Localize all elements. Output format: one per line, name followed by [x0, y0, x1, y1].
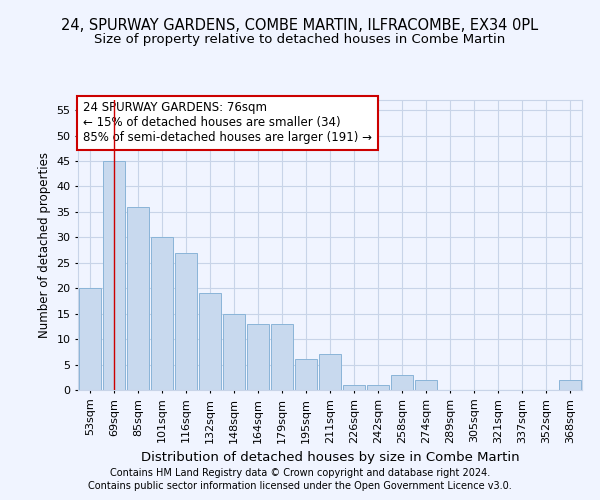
Bar — [559, 380, 581, 390]
Text: Contains HM Land Registry data © Crown copyright and database right 2024.: Contains HM Land Registry data © Crown c… — [110, 468, 490, 477]
Bar — [391, 374, 413, 390]
Bar — [271, 324, 293, 390]
Bar — [151, 238, 173, 390]
Bar — [79, 288, 101, 390]
Bar — [223, 314, 245, 390]
X-axis label: Distribution of detached houses by size in Combe Martin: Distribution of detached houses by size … — [140, 451, 520, 464]
Bar — [295, 360, 317, 390]
Bar — [343, 385, 365, 390]
Bar — [103, 161, 125, 390]
Bar — [127, 207, 149, 390]
Text: 24, SPURWAY GARDENS, COMBE MARTIN, ILFRACOMBE, EX34 0PL: 24, SPURWAY GARDENS, COMBE MARTIN, ILFRA… — [61, 18, 539, 32]
Text: Contains public sector information licensed under the Open Government Licence v3: Contains public sector information licen… — [88, 481, 512, 491]
Bar — [319, 354, 341, 390]
Bar — [367, 385, 389, 390]
Y-axis label: Number of detached properties: Number of detached properties — [38, 152, 50, 338]
Bar — [415, 380, 437, 390]
Bar — [199, 294, 221, 390]
Text: 24 SPURWAY GARDENS: 76sqm
← 15% of detached houses are smaller (34)
85% of semi-: 24 SPURWAY GARDENS: 76sqm ← 15% of detac… — [83, 102, 372, 144]
Bar — [175, 252, 197, 390]
Text: Size of property relative to detached houses in Combe Martin: Size of property relative to detached ho… — [94, 32, 506, 46]
Bar — [247, 324, 269, 390]
